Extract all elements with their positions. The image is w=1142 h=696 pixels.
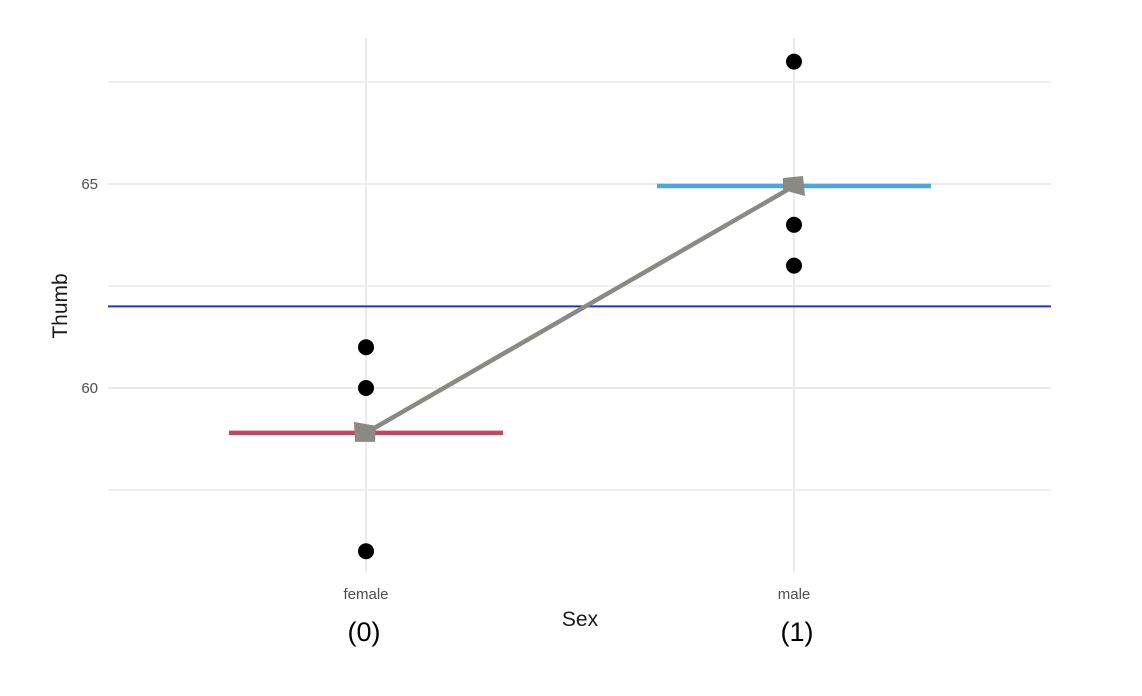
data-point [358, 339, 374, 356]
category-code-label: (1) [781, 617, 814, 647]
x-tick-label: female [343, 586, 388, 603]
data-point [358, 380, 374, 396]
y-tick-label: 65 [81, 176, 98, 193]
x-axis-title: Sex [562, 608, 599, 631]
data-point [786, 257, 802, 274]
model-line-start-marker [354, 421, 376, 442]
y-axis-title: Thumb [49, 273, 72, 338]
data-point [358, 543, 374, 560]
x-tick-label: male [778, 586, 811, 603]
data-points [358, 53, 802, 560]
grid-layer [108, 38, 1051, 572]
data-point [786, 53, 802, 70]
y-tick-label: 60 [81, 380, 98, 397]
model-line-end-marker [783, 176, 805, 197]
labels: Sex Thumb 60 65 female (0) male (1) [49, 176, 814, 647]
category-code-label: (0) [348, 617, 381, 647]
model-line [364, 184, 796, 435]
data-point [786, 216, 802, 233]
reference-lines [108, 176, 1051, 442]
